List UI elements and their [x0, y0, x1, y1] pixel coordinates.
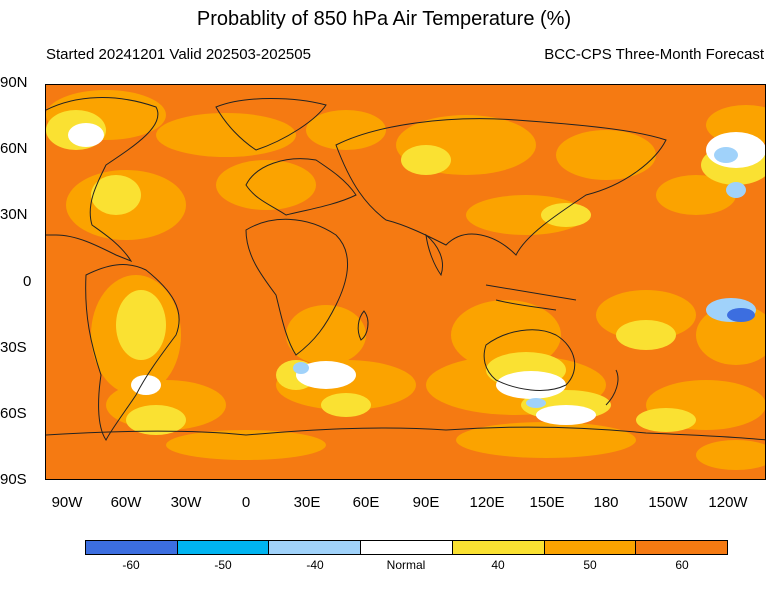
coast-south-america — [85, 264, 180, 441]
lon-label-150w: 150W — [648, 494, 688, 511]
probability-map — [45, 84, 766, 480]
lat-label-60s: 60S — [0, 405, 27, 422]
zone-normal-1 — [296, 361, 356, 389]
zone-50-20 — [456, 422, 636, 458]
legend-swatch-40 — [452, 541, 545, 554]
forecast-source: BCC-CPS Three-Month Forecast — [544, 46, 764, 63]
lon-label-30w: 30W — [170, 494, 202, 511]
zone-40-8 — [321, 393, 371, 417]
lon-label-60w: 60W — [110, 494, 142, 511]
lon-label-90w: 90W — [51, 494, 83, 511]
zone-normal-4 — [706, 132, 765, 168]
lon-label-180: 180 — [593, 494, 619, 511]
zone-40-9 — [126, 405, 186, 435]
coast-north-america — [46, 97, 159, 263]
zone-40-12 — [636, 408, 696, 432]
lat-label-equator: 0 — [23, 273, 32, 290]
coast-greenland — [215, 98, 327, 151]
zone-50-21 — [696, 440, 765, 470]
legend-label-60: 60 — [675, 558, 689, 572]
coast-antarctica — [46, 426, 765, 441]
color-legend-bar — [85, 540, 728, 555]
lat-label-30s: 30S — [0, 339, 27, 356]
coast-africa — [245, 218, 349, 356]
zone-50-1 — [156, 113, 296, 157]
zone-50-2 — [306, 110, 386, 150]
map-canvas — [46, 90, 765, 470]
coast-madagascar — [357, 310, 369, 341]
zone-50-4 — [556, 130, 656, 180]
legend-swatch-neg40 — [269, 541, 362, 554]
zone-40-5 — [116, 290, 166, 360]
zone-40-2 — [401, 145, 451, 175]
coast-europe — [245, 158, 357, 216]
zone-normal-0 — [68, 123, 104, 147]
zone-50-7 — [216, 160, 316, 210]
zone-cold-0 — [714, 147, 738, 163]
lat-label-90s: 90S — [0, 471, 27, 488]
legend-label-50: 50 — [583, 558, 597, 572]
legend-label-neg40: -40 — [306, 558, 324, 572]
lon-label-60e: 60E — [352, 494, 380, 511]
zone-cold-5 — [726, 182, 746, 198]
zone-cold-3 — [293, 362, 309, 374]
chart-title: Probablity of 850 hPa Air Temperature (%… — [196, 8, 572, 30]
zone-50-11 — [286, 305, 366, 365]
legend-label-normal: Normal — [386, 558, 426, 572]
zone-40-1 — [91, 175, 141, 215]
coastlines — [46, 97, 765, 441]
zone-normal-3 — [536, 405, 596, 425]
legend-swatch-60 — [636, 541, 728, 554]
zone-cold-2 — [727, 308, 755, 322]
legend-swatch-neg60 — [86, 541, 178, 554]
lat-label-30n: 30N — [0, 206, 28, 223]
forecast-period: Started 20241201 Valid 202503-202505 — [46, 46, 311, 63]
lat-label-90n: 90N — [0, 74, 28, 91]
lon-label-30e: 30E — [293, 494, 321, 511]
legend-swatch-normal — [361, 541, 453, 554]
lon-label-0: 0 — [241, 494, 251, 511]
legend-label-40: 40 — [491, 558, 505, 572]
coast-asia — [335, 118, 667, 256]
zone-40-7 — [616, 320, 676, 350]
probability-field — [46, 90, 765, 470]
coast-new-zealand — [605, 369, 619, 406]
zone-50-9 — [656, 175, 736, 215]
legend-swatch-neg50 — [177, 541, 270, 554]
lon-label-120e: 120E — [469, 494, 505, 511]
legend-label-neg50: -50 — [214, 558, 232, 572]
zone-cold-4 — [526, 398, 546, 408]
zone-40-3 — [541, 203, 591, 227]
lat-label-60n: 60N — [0, 140, 28, 157]
coast-maritime — [485, 284, 577, 311]
zone-50-19 — [166, 430, 326, 460]
lon-label-90e: 90E — [412, 494, 440, 511]
zone-normal-2 — [496, 371, 566, 399]
legend-swatch-50 — [544, 541, 637, 554]
coast-australia — [483, 329, 576, 391]
lon-label-150e: 150E — [529, 494, 565, 511]
coast-india — [425, 233, 443, 277]
lon-label-120w: 120W — [708, 494, 748, 511]
legend-label-neg60: -60 — [122, 558, 140, 572]
